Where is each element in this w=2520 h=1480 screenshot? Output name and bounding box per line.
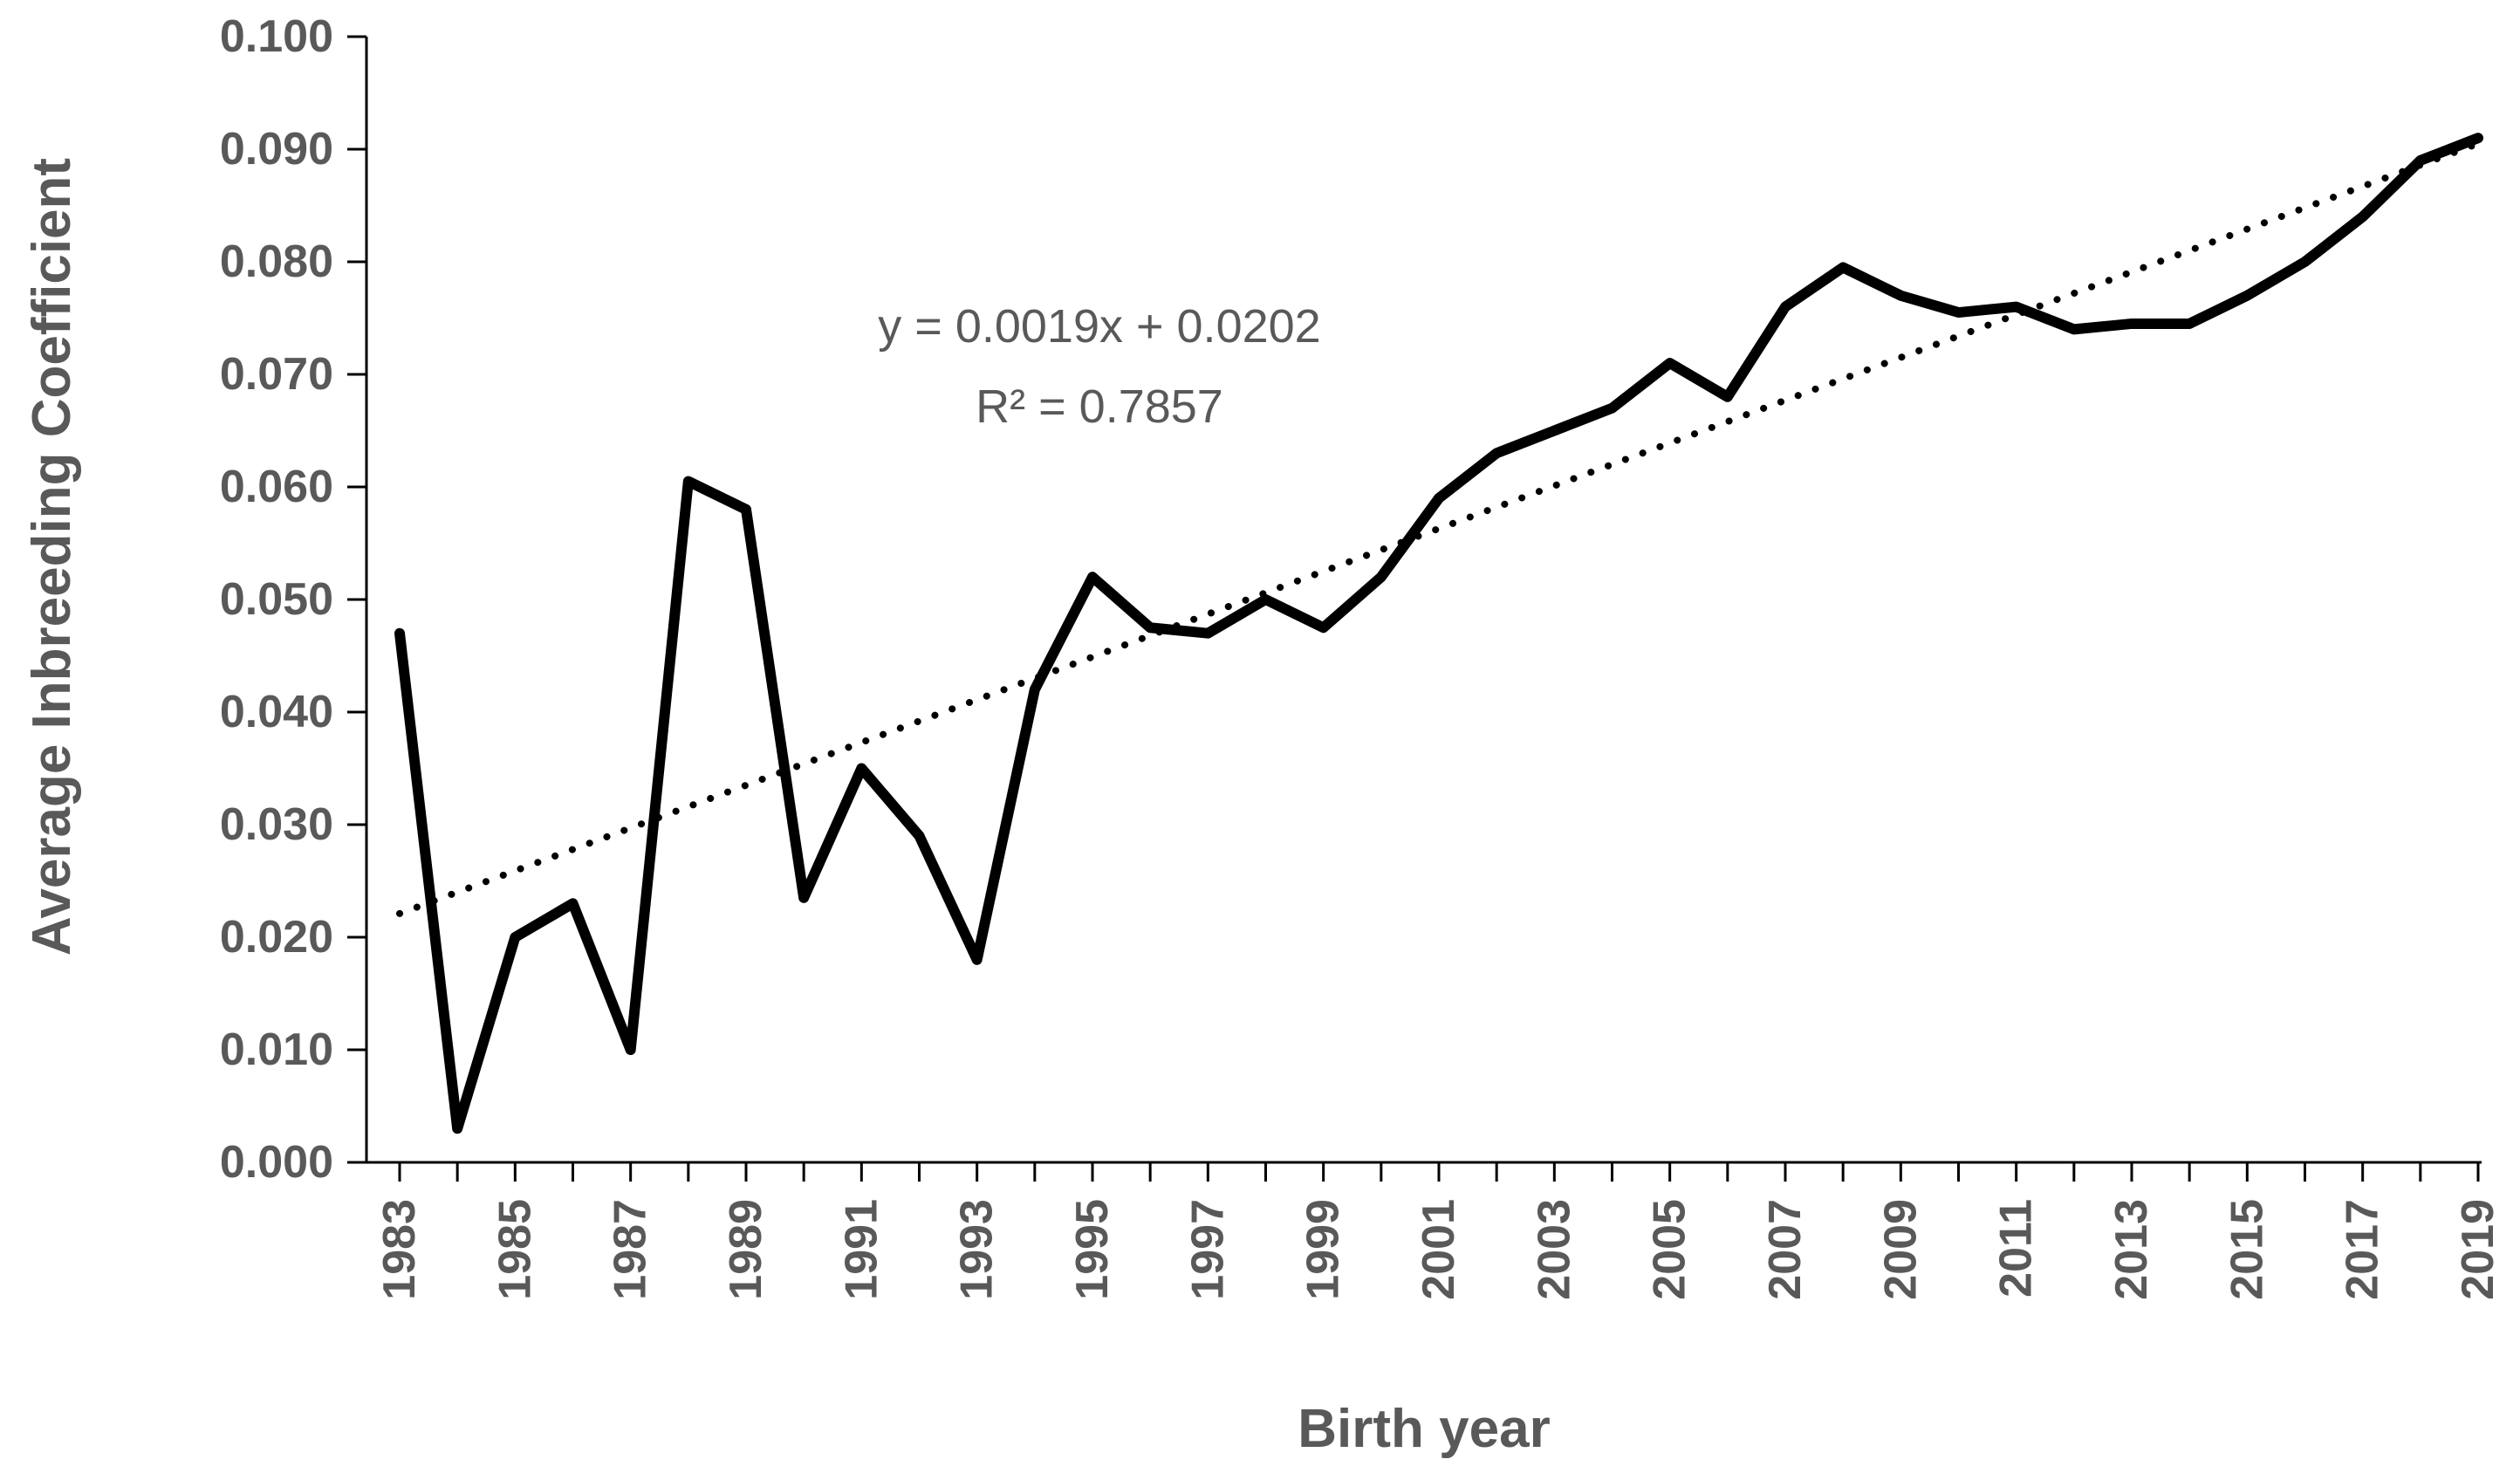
x-tick-label: 2007: [1760, 1199, 1811, 1300]
y-tick-label: 0.050: [220, 574, 333, 625]
y-tick-label: 0.070: [220, 349, 333, 400]
x-tick-label: 2013: [2106, 1199, 2157, 1300]
series-line: [394, 133, 2483, 1134]
y-tick-label: 0.030: [220, 799, 333, 850]
x-axis-title: Birth year: [1298, 1399, 1551, 1459]
x-tick-label: 1995: [1067, 1199, 1118, 1300]
x-tick-label: 1987: [606, 1199, 656, 1300]
x-tick-label: 2009: [1875, 1199, 1926, 1300]
y-tick-label: 0.010: [220, 1024, 333, 1075]
x-tick-label: 1999: [1298, 1199, 1349, 1300]
y-tick-label: 0.020: [220, 912, 333, 963]
x-tick-label: 2015: [2222, 1199, 2272, 1300]
x-tick-label: 2003: [1529, 1199, 1579, 1300]
trendline-equation: y = 0.0019x + 0.0202: [878, 300, 1321, 353]
y-tick-label: 0.040: [220, 687, 333, 737]
x-tick-label: 1997: [1182, 1199, 1233, 1300]
x-tick-label: 2005: [1645, 1199, 1695, 1300]
x-tick-label: 1989: [721, 1199, 771, 1300]
y-tick-label: 0.060: [220, 462, 333, 512]
y-axis-title: Average Inbreeding Coefficient: [22, 157, 82, 956]
trendline: [396, 140, 2482, 917]
y-tick-label: 0.080: [220, 236, 333, 287]
trendline-label: y = 0.0019x + 0.0202 R² = 0.7857: [768, 286, 1431, 447]
x-tick-label: 2011: [1991, 1199, 2042, 1298]
x-tick-label: 2001: [1414, 1199, 1464, 1300]
trendline-r-squared: R² = 0.7857: [976, 380, 1223, 433]
x-tick-label: 1985: [490, 1199, 540, 1300]
x-tick-label: 1991: [836, 1199, 887, 1300]
x-tick-label: 1993: [952, 1199, 1003, 1300]
x-tick-label: 2017: [2338, 1199, 2388, 1300]
x-tick-label: 2019: [2453, 1199, 2503, 1300]
y-tick-label: 0.000: [220, 1137, 333, 1188]
y-tick-label: 0.090: [220, 124, 333, 175]
x-tick-label: 1983: [374, 1199, 425, 1300]
y-tick-label: 0.100: [220, 11, 333, 62]
